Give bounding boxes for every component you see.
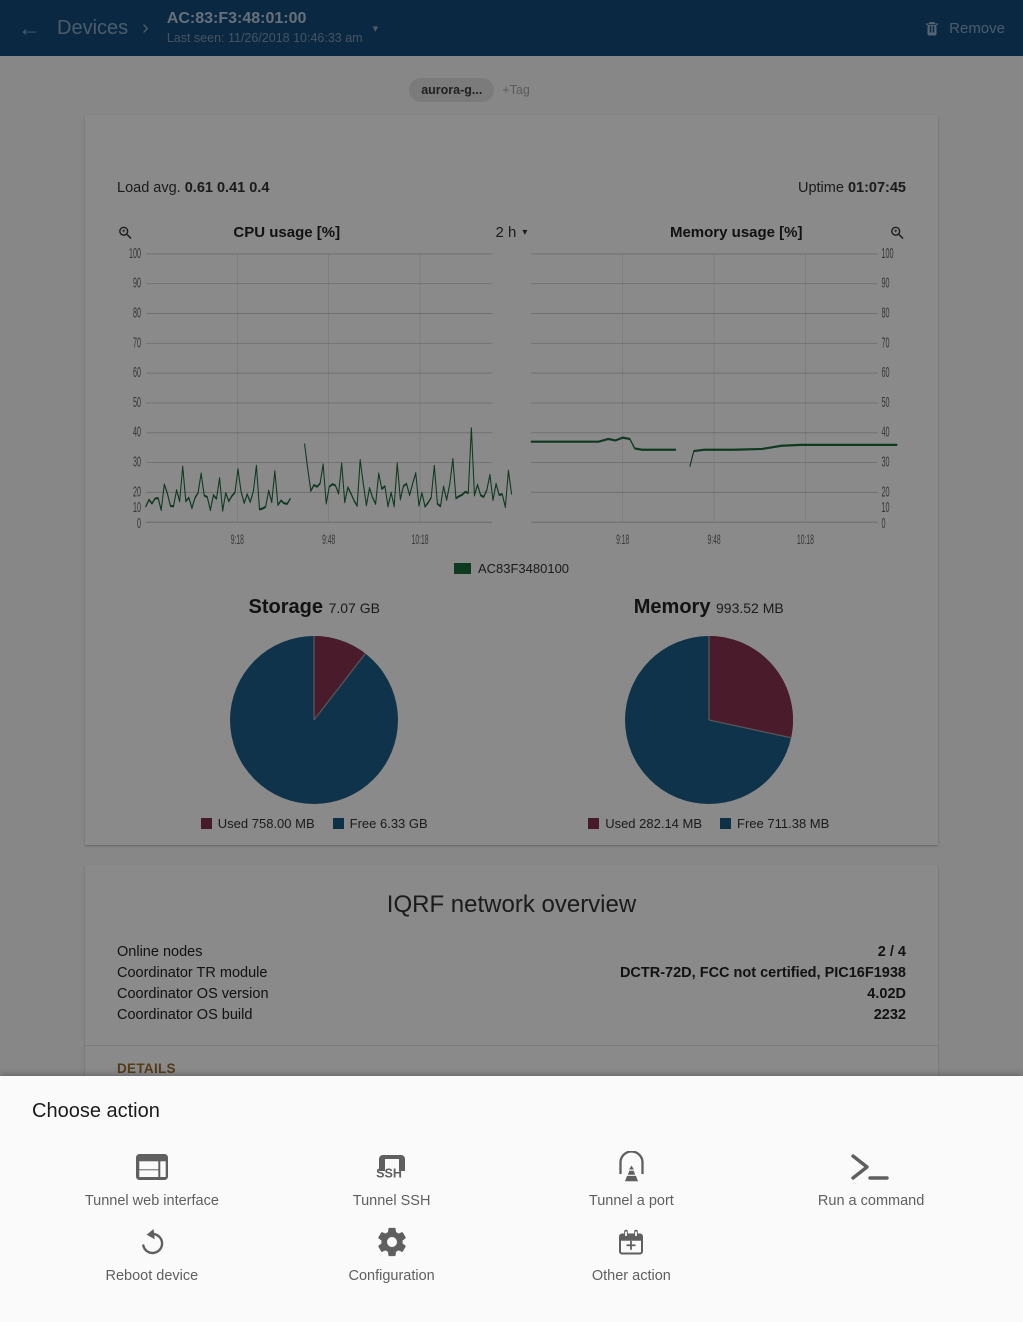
svg-text:SSH: SSH [376,1167,402,1181]
